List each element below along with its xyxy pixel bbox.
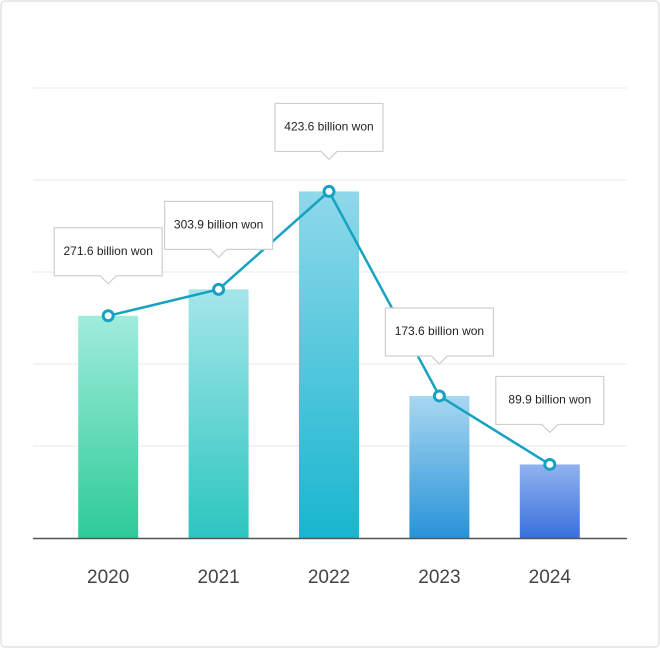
bars <box>78 191 580 538</box>
point <box>101 309 115 323</box>
bar <box>409 395 470 538</box>
x-tick-label: 2020 <box>87 567 129 588</box>
bar <box>519 464 580 538</box>
data-label: 89.9 billion won <box>508 393 591 407</box>
overlay: 2020 2021 2022 2023 2024 271.6 billion won 303… <box>53 102 605 588</box>
point <box>212 282 226 296</box>
callout <box>164 200 274 258</box>
point <box>322 184 336 198</box>
bar <box>188 289 249 538</box>
callout <box>53 227 163 285</box>
x-tick-label: 2021 <box>197 567 239 588</box>
callout <box>384 307 494 365</box>
callout <box>274 102 384 161</box>
data-label: 271.6 billion won <box>63 244 152 258</box>
bar <box>78 315 139 538</box>
x-tick-label: 2022 <box>308 567 350 588</box>
x-tick-label: 2024 <box>529 567 572 588</box>
x-tick-label: 2023 <box>418 567 460 588</box>
bar <box>299 191 359 538</box>
data-label: 423.6 billion won <box>284 120 373 134</box>
data-label: 173.6 billion won <box>395 324 484 338</box>
point <box>432 389 446 403</box>
data-label: 303.9 billion won <box>174 218 263 232</box>
point <box>543 457 557 471</box>
callout <box>495 375 605 434</box>
